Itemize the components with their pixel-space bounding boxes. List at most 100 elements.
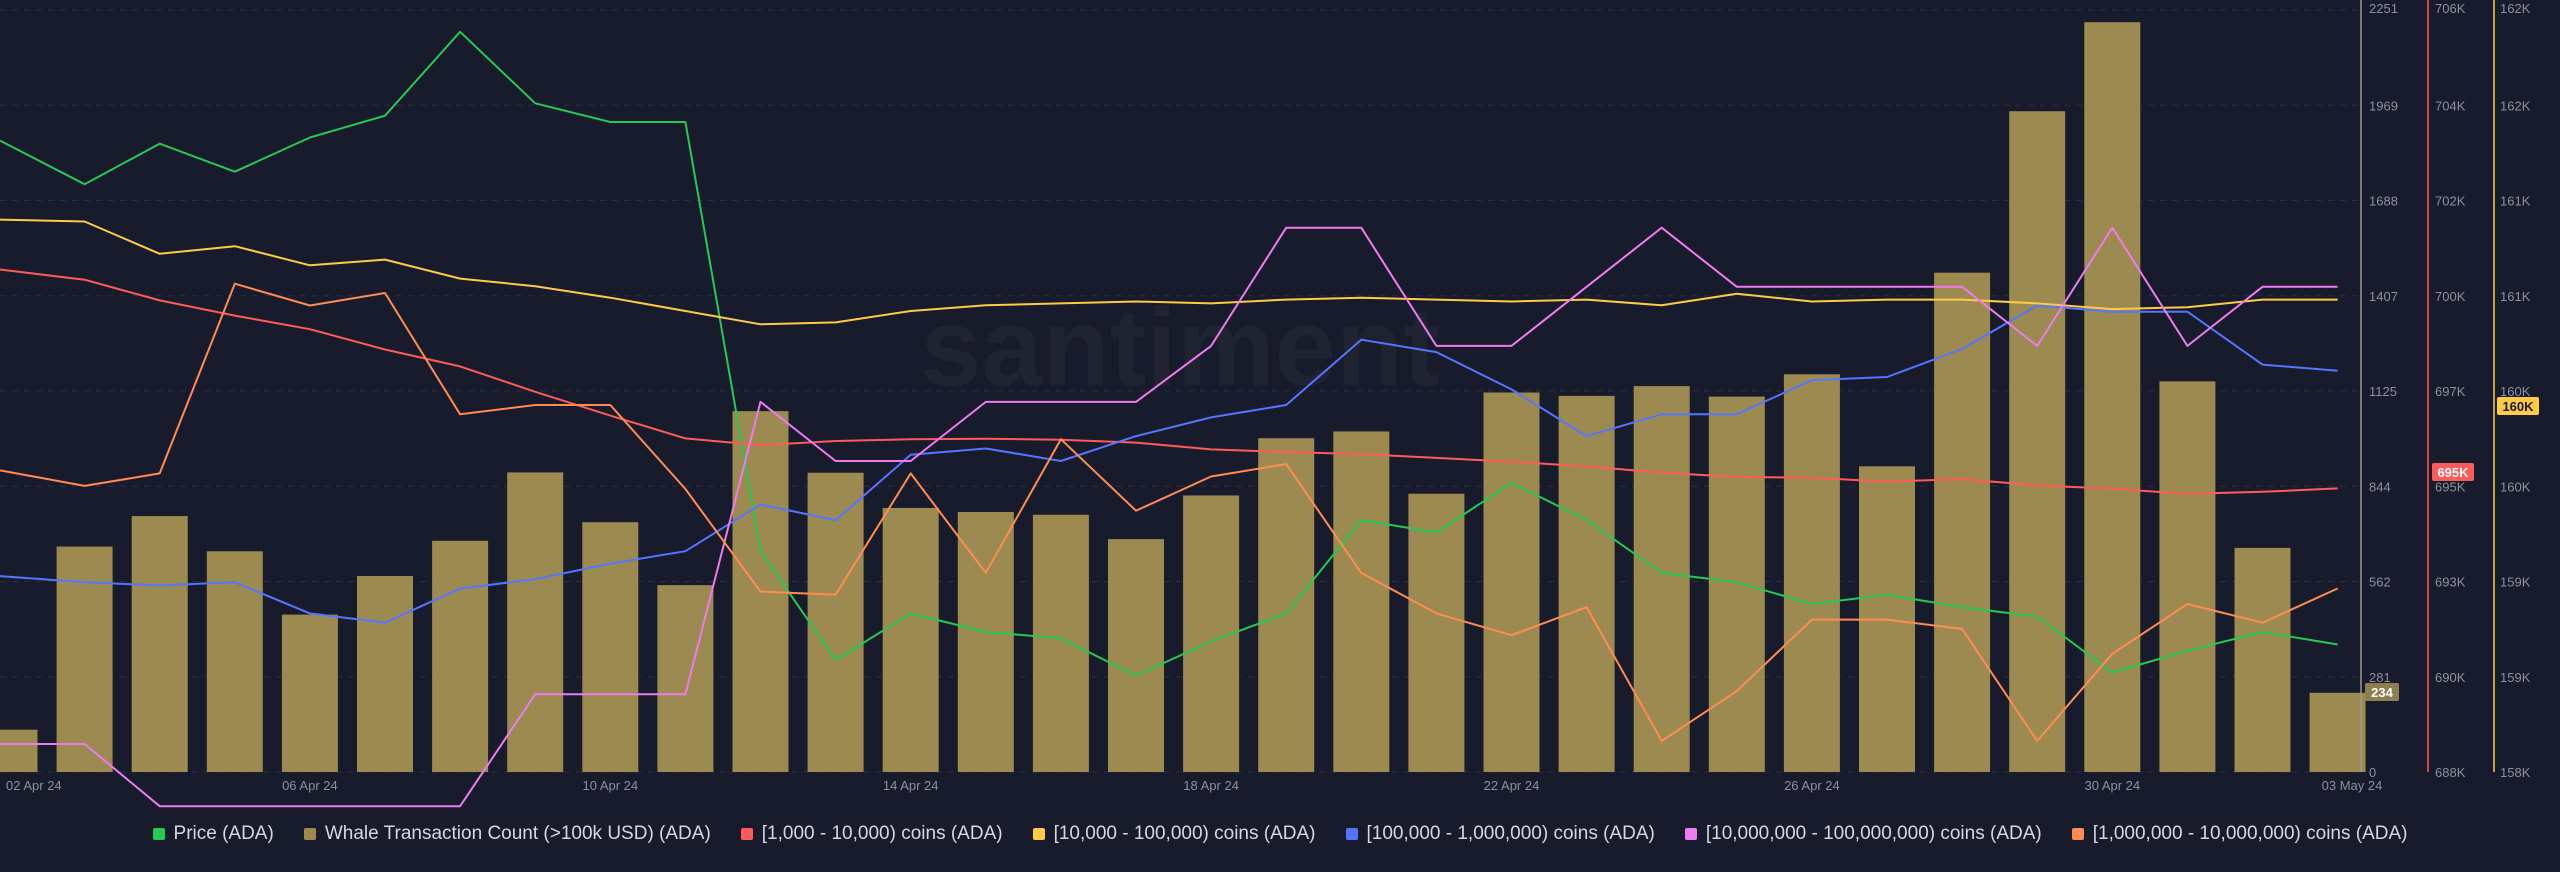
series-line-c100k [0, 304, 2338, 624]
whale-bar [807, 472, 864, 772]
yellow-tick-label: 160K [2500, 479, 2531, 494]
legend-swatch [1345, 828, 1358, 840]
grid [0, 9, 2360, 773]
legend-item-price[interactable]: Price (ADA) [152, 823, 274, 845]
legend-item-c1k[interactable]: [1,000 - 10,000) coins (ADA) [740, 823, 1003, 845]
yellow-tick-label: 161K [2500, 289, 2531, 304]
legend-item-c10m[interactable]: [10,000,000 - 100,000,000) coins (ADA) [1684, 823, 2042, 845]
x-tick-label: 22 Apr 24 [1484, 778, 1540, 793]
x-tick-label: 06 Apr 24 [282, 778, 338, 793]
legend-item-whale[interactable]: Whale Transaction Count (>100k USD) (ADA… [303, 823, 711, 845]
red-tick-label: 690K [2435, 670, 2466, 685]
red-value-badge-label: 695K [2437, 465, 2469, 480]
legend-swatch [2071, 828, 2084, 840]
whale-bar [1708, 396, 1765, 772]
legend-swatch [740, 828, 753, 840]
legend: Price (ADA) Whale Transaction Count (>100… [0, 818, 2560, 850]
whale-bar [1934, 272, 1991, 772]
whale-bar [281, 614, 338, 772]
whale-bar [56, 546, 113, 772]
red-tick-label: 688K [2435, 765, 2466, 780]
series-line-price [0, 30, 2338, 677]
whale-bar [357, 575, 413, 772]
value-badges: 234 695K 160K [2365, 397, 2539, 701]
x-tick-label: 02 Apr 24 [6, 778, 62, 793]
legend-label: [100,000 - 1,000,000) coins (ADA) [1366, 823, 1655, 844]
whale-value-badge [2365, 683, 2399, 701]
x-tick-label: 18 Apr 24 [1183, 778, 1239, 793]
whale-bar [2309, 692, 2366, 772]
x-tick-label: 26 Apr 24 [1784, 778, 1840, 793]
legend-label: [1,000 - 10,000) coins (ADA) [761, 823, 1003, 844]
whale-tick-label: 281 [2369, 670, 2391, 685]
whale-bar [432, 540, 489, 772]
whale-bar [131, 516, 188, 772]
yellow-tick-label: 158K [2500, 765, 2531, 780]
whale-bar [2234, 547, 2291, 772]
whale-tick-label: 1688 [2369, 194, 2398, 209]
whale-bar [1483, 392, 1540, 772]
whale-bar [206, 551, 263, 772]
legend-swatch [1032, 828, 1045, 840]
red-tick-label: 702K [2435, 194, 2466, 209]
x-axis: 02 Apr 24 06 Apr 24 10 Apr 24 14 Apr 24 18 A… [6, 778, 2382, 793]
whale-value-badge-label: 234 [2371, 685, 2393, 700]
whale-tick-label: 1125 [2369, 384, 2397, 399]
series-line-c1m [0, 282, 2339, 742]
whale-bar [2084, 22, 2141, 772]
legend-item-c100k[interactable]: [100,000 - 1,000,000) coins (ADA) [1345, 823, 1655, 845]
series-line-c1k [0, 268, 2338, 495]
whale-tick-label: 844 [2369, 479, 2391, 494]
legend-item-c10k[interactable]: [10,000 - 100,000) coins (ADA) [1032, 823, 1316, 845]
whale-tick-label: 1407 [2369, 289, 2398, 304]
yellow-tick-label: 159K [2500, 670, 2531, 685]
legend-swatch [303, 828, 316, 840]
x-tick-label: 10 Apr 24 [582, 778, 638, 793]
yellow-value-badge [2497, 397, 2539, 415]
whale-bar [2009, 111, 2066, 772]
whale-bar [507, 472, 564, 772]
whale-tick-label: 1969 [2369, 98, 2398, 113]
whale-bar [657, 585, 714, 772]
whale-bar [2159, 381, 2216, 772]
whale-tick-label: 0 [2369, 765, 2376, 780]
whale-bar [1333, 431, 1390, 772]
legend-swatch [152, 828, 165, 840]
whale-bar [1258, 438, 1315, 772]
whale-bar [1032, 514, 1089, 772]
whale-tick-label: 562 [2369, 575, 2391, 590]
line-series [0, 30, 2339, 808]
whale-bar [1783, 374, 1840, 772]
red-tick-label: 704K [2435, 98, 2466, 113]
x-tick-label: 03 May 24 [2322, 778, 2383, 793]
legend-label: Whale Transaction Count (>100k USD) (ADA… [324, 823, 711, 844]
legend-swatch [1684, 828, 1697, 840]
red-tick-label: 700K [2435, 289, 2466, 304]
whale-bars [0, 22, 2366, 772]
legend-label: [10,000 - 100,000) coins (ADA) [1053, 823, 1316, 844]
yellow-tick-label: 159K [2500, 575, 2531, 590]
legend-label: [1,000,000 - 10,000,000) coins (ADA) [2092, 823, 2408, 844]
yellow-value-badge-label: 160K [2502, 399, 2534, 414]
yellow-tick-label: 162K [2500, 1, 2531, 16]
whale-bar [1108, 539, 1164, 772]
whale-bar [0, 729, 38, 772]
whale-bar [1558, 395, 1615, 772]
legend-label: [10,000,000 - 100,000,000) coins (ADA) [1705, 823, 2042, 844]
whale-bar [882, 507, 939, 772]
whale-bar [1633, 386, 1690, 772]
whale-bar [957, 512, 1014, 772]
red-tick-label: 693K [2435, 575, 2466, 590]
x-tick-label: 30 Apr 24 [2084, 778, 2140, 793]
axes: 0 281 562 844 1125 1407 1688 1969 2251 688K 690K 69… [2360, 0, 2531, 780]
yellow-tick-label: 161K [2500, 194, 2531, 209]
red-value-badge [2432, 463, 2474, 481]
yellow-tick-label: 162K [2500, 98, 2531, 113]
red-tick-label: 695K [2435, 479, 2466, 494]
legend-item-c1m[interactable]: [1,000,000 - 10,000,000) coins (ADA) [2071, 823, 2408, 845]
legend-label: Price (ADA) [173, 823, 274, 844]
whale-bar [1408, 493, 1465, 772]
x-tick-label: 14 Apr 24 [883, 778, 939, 793]
